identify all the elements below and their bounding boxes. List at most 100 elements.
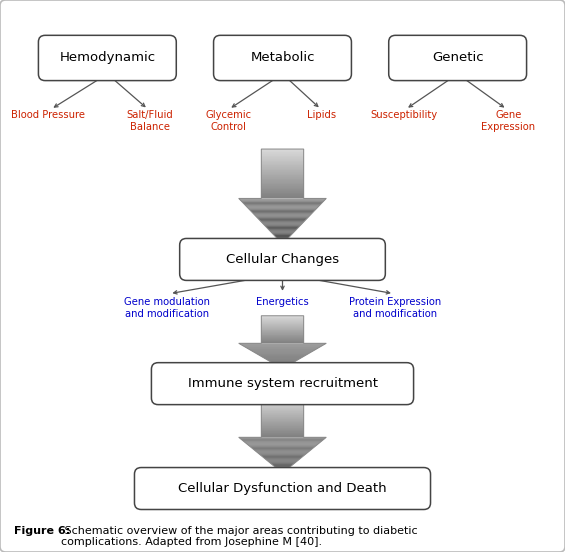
FancyBboxPatch shape <box>214 35 351 81</box>
Polygon shape <box>281 243 284 244</box>
Polygon shape <box>261 193 304 194</box>
Polygon shape <box>275 364 290 365</box>
Polygon shape <box>276 468 289 469</box>
Polygon shape <box>261 168 304 169</box>
Polygon shape <box>261 177 304 178</box>
Polygon shape <box>261 156 304 157</box>
Polygon shape <box>261 430 304 431</box>
Polygon shape <box>272 464 293 465</box>
Polygon shape <box>272 362 293 363</box>
Polygon shape <box>261 183 304 184</box>
Polygon shape <box>261 179 304 181</box>
Polygon shape <box>272 232 293 233</box>
Text: Susceptibility: Susceptibility <box>371 110 437 120</box>
Polygon shape <box>245 205 320 206</box>
FancyBboxPatch shape <box>389 35 527 81</box>
Polygon shape <box>277 365 288 366</box>
Polygon shape <box>258 219 307 220</box>
Polygon shape <box>250 446 315 447</box>
Polygon shape <box>261 171 304 172</box>
Polygon shape <box>253 449 312 450</box>
Text: Lipids: Lipids <box>307 110 337 120</box>
Polygon shape <box>246 206 319 208</box>
Text: Schematic overview of the major areas contributing to diabetic
complications. Ad: Schematic overview of the major areas co… <box>61 526 418 547</box>
Polygon shape <box>261 152 304 153</box>
Polygon shape <box>261 164 304 166</box>
Text: Figure 6:: Figure 6: <box>14 526 71 535</box>
Polygon shape <box>261 187 304 188</box>
Polygon shape <box>261 151 304 152</box>
Polygon shape <box>261 414 304 415</box>
Polygon shape <box>250 349 315 351</box>
Polygon shape <box>260 356 305 357</box>
Polygon shape <box>242 440 323 441</box>
Polygon shape <box>264 358 301 359</box>
Polygon shape <box>273 363 292 364</box>
Polygon shape <box>261 425 304 426</box>
FancyBboxPatch shape <box>180 238 385 280</box>
Polygon shape <box>261 431 304 432</box>
Polygon shape <box>261 411 304 412</box>
Polygon shape <box>254 214 311 215</box>
Polygon shape <box>261 415 304 416</box>
Polygon shape <box>261 153 304 154</box>
Polygon shape <box>254 352 311 353</box>
Polygon shape <box>263 457 302 458</box>
Polygon shape <box>261 190 304 191</box>
Polygon shape <box>275 236 290 237</box>
Polygon shape <box>261 157 304 158</box>
Polygon shape <box>244 204 321 205</box>
Polygon shape <box>261 399 304 400</box>
Polygon shape <box>261 416 304 417</box>
Polygon shape <box>255 450 310 452</box>
Polygon shape <box>261 406 304 407</box>
Polygon shape <box>241 344 324 345</box>
Polygon shape <box>257 452 308 453</box>
Polygon shape <box>261 186 304 187</box>
Polygon shape <box>261 403 304 404</box>
Polygon shape <box>261 162 304 163</box>
Polygon shape <box>261 167 304 168</box>
Polygon shape <box>242 345 323 346</box>
Polygon shape <box>277 238 288 240</box>
Text: Cellular Dysfunction and Death: Cellular Dysfunction and Death <box>178 482 387 495</box>
Polygon shape <box>243 441 322 442</box>
Polygon shape <box>261 155 304 156</box>
Polygon shape <box>264 225 301 226</box>
Polygon shape <box>271 231 294 232</box>
Text: Gene modulation
and modification: Gene modulation and modification <box>124 297 210 319</box>
Polygon shape <box>261 423 304 424</box>
Polygon shape <box>279 241 286 242</box>
Polygon shape <box>273 465 292 466</box>
Polygon shape <box>251 211 314 212</box>
Polygon shape <box>266 227 299 228</box>
Polygon shape <box>261 185 304 186</box>
Polygon shape <box>241 201 324 202</box>
Polygon shape <box>261 433 304 434</box>
Text: Cellular Changes: Cellular Changes <box>226 253 339 266</box>
Polygon shape <box>261 161 304 162</box>
Polygon shape <box>281 368 284 369</box>
Polygon shape <box>268 229 297 230</box>
Polygon shape <box>261 150 304 151</box>
Polygon shape <box>261 189 304 190</box>
Polygon shape <box>261 432 304 433</box>
Polygon shape <box>247 348 318 349</box>
Polygon shape <box>271 463 294 464</box>
Polygon shape <box>260 221 305 222</box>
Polygon shape <box>243 203 322 204</box>
Polygon shape <box>281 472 284 473</box>
FancyBboxPatch shape <box>38 35 176 81</box>
Polygon shape <box>265 459 300 460</box>
Polygon shape <box>261 402 304 403</box>
Polygon shape <box>261 158 304 159</box>
Polygon shape <box>250 210 315 211</box>
Polygon shape <box>261 424 304 425</box>
Polygon shape <box>261 422 304 423</box>
Polygon shape <box>278 366 287 367</box>
Polygon shape <box>270 230 295 231</box>
Polygon shape <box>261 194 304 195</box>
Polygon shape <box>261 149 304 150</box>
Polygon shape <box>261 173 304 174</box>
Polygon shape <box>261 404 304 405</box>
